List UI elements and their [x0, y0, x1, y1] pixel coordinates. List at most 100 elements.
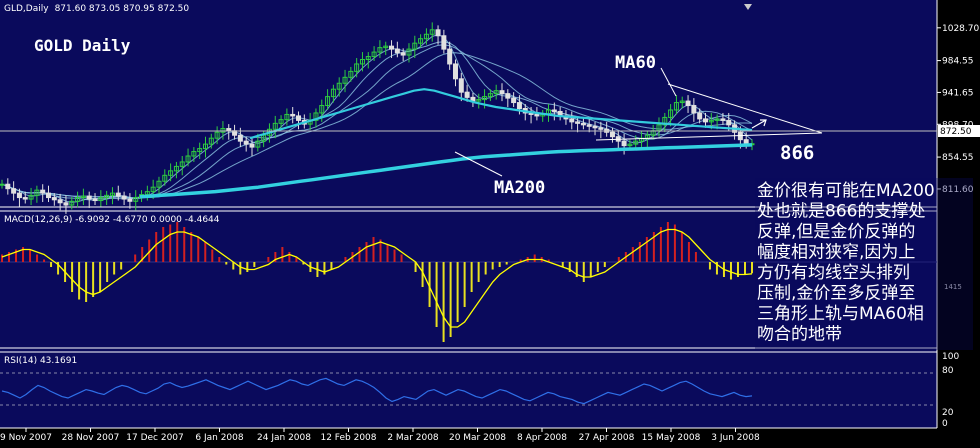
price-axis-panel — [937, 0, 980, 448]
price-bar — [109, 187, 115, 205]
time-tick-label: 17 Dec 2007 — [126, 433, 184, 443]
price-bar — [697, 108, 703, 124]
price-bar — [51, 193, 57, 206]
price-bar — [365, 52, 371, 69]
price-tick-label: 854.55 — [942, 153, 974, 163]
current-price-value: 872.50 — [940, 127, 972, 137]
price-bar — [418, 34, 424, 48]
price-bar — [325, 89, 331, 110]
price-bar — [499, 83, 505, 102]
price-bar — [383, 41, 389, 56]
rsi-axis-ticks: 100 80 200 — [942, 352, 959, 429]
price-bar — [57, 193, 63, 211]
price-bar — [290, 107, 296, 124]
price-bar — [668, 104, 674, 127]
price-tick-label: 1028.70 — [942, 24, 979, 34]
time-tick-label: 15 May 2008 — [642, 433, 701, 443]
signal-polyline — [1, 228, 753, 328]
price-bar — [11, 181, 17, 201]
price-bar — [586, 117, 592, 133]
price-bar — [75, 191, 81, 208]
price-bar — [493, 84, 499, 100]
price-bar — [185, 148, 191, 167]
price-bar — [156, 176, 162, 197]
current-price-tag — [938, 125, 980, 137]
annotation-line: 方仍有均线空头排列 — [757, 263, 910, 283]
price-bar — [46, 185, 52, 203]
price-bar — [133, 190, 139, 211]
analysis-annotation: 金价很有可能在MA200处也就是866的支撑处反弹,但是金价反弹的幅度相对狭窄,… — [757, 181, 935, 345]
annotation-backdrop — [755, 178, 973, 350]
time-tick-label: 9 Nov 2007 — [0, 433, 52, 443]
price-bar — [569, 111, 575, 130]
price-bar — [423, 28, 429, 45]
price-bar — [202, 136, 208, 158]
price-bar — [162, 169, 168, 186]
price-bar — [220, 121, 226, 140]
price-bar — [92, 193, 98, 205]
annotation-line: 吻合的地带 — [757, 325, 842, 345]
annotation-line: 压制,金价至多反弹至 — [757, 284, 915, 304]
price-bar — [389, 40, 395, 59]
price-tick-label: 984.55 — [942, 57, 974, 67]
price-bar — [511, 92, 517, 108]
ma-line-13 — [1, 44, 753, 200]
price-bar — [621, 133, 627, 155]
price-bar — [685, 95, 691, 113]
price-bar — [34, 185, 40, 203]
price-bar — [208, 133, 214, 149]
chart-shift-marker-icon[interactable] — [744, 4, 752, 10]
triangle-upper-line — [667, 83, 823, 134]
rebound-arrow-icon — [751, 119, 767, 129]
plot-background — [0, 0, 937, 428]
time-tick-label: 27 Apr 2008 — [579, 433, 635, 443]
price-bar — [98, 190, 104, 207]
price-bar — [354, 58, 360, 78]
time-tick-label: 8 Apr 2008 — [517, 433, 567, 443]
price-bar — [28, 187, 34, 205]
level-label: 866 — [780, 142, 814, 164]
annotation-line: 处也就是866的支撑处 — [757, 202, 925, 222]
price-bar — [429, 22, 435, 42]
time-tick-label: 24 Jan 2008 — [257, 433, 311, 443]
price-bar — [16, 188, 22, 207]
price-bar — [104, 190, 110, 205]
header-symbol: GLD,Daily — [4, 4, 49, 14]
price-bar — [5, 178, 11, 195]
ma200-label: MA200 — [494, 178, 545, 198]
price-bar — [348, 66, 354, 82]
ma60-label: MA60 — [615, 53, 656, 73]
price-bar — [197, 142, 203, 159]
price-bar — [476, 93, 482, 109]
triangle-trendlines — [0, 83, 937, 141]
price-bar — [243, 136, 249, 152]
price-bar — [296, 111, 302, 130]
price-tick-label: 811.60 — [942, 185, 974, 195]
rsi-tick-label: 20 — [942, 408, 954, 418]
macd-signal-line — [1, 228, 753, 328]
time-tick-label: 2 Mar 2008 — [387, 433, 439, 443]
price-bar — [86, 191, 92, 208]
ma60-line — [249, 88, 753, 140]
macd-histogram — [0, 222, 937, 342]
price-bar — [575, 117, 581, 133]
rsi-tick-label: 80 — [942, 366, 954, 376]
price-bar — [487, 89, 493, 102]
price-bar — [0, 179, 5, 189]
price-bar — [121, 191, 127, 205]
price-bar — [80, 188, 86, 205]
price-bar — [330, 84, 336, 103]
ma200-polyline — [139, 143, 753, 199]
price-bar — [249, 138, 255, 157]
time-tick-label: 12 Feb 2008 — [320, 433, 376, 443]
price-header: GLD,Daily 871.60 873.05 870.95 872.50 — [4, 4, 189, 14]
price-bar — [272, 115, 278, 139]
price-bar — [342, 69, 348, 93]
triangle-lower-line — [595, 132, 823, 141]
price-bar — [435, 25, 441, 45]
price-bar — [394, 41, 400, 58]
price-bar — [447, 41, 453, 70]
rsi-header: RSI(14) 43.1691 — [4, 356, 77, 366]
price-bar — [580, 117, 586, 130]
